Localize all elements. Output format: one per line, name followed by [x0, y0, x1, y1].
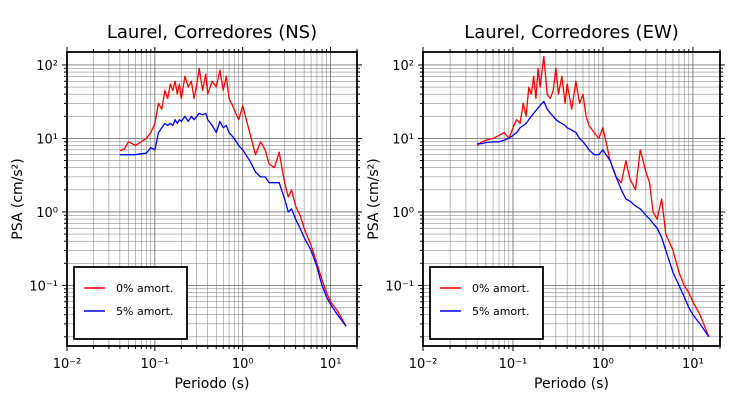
grid	[66, 52, 358, 346]
x-tick-label: 10⁻²	[409, 357, 438, 372]
y-tick-label: 10²	[392, 59, 414, 74]
series-group	[476, 55, 710, 338]
grid	[422, 52, 721, 346]
x-tick-label: 10⁻¹	[141, 357, 170, 372]
y-tick-label: 10¹	[392, 132, 414, 147]
y-tick-label: 10⁻¹	[385, 279, 414, 294]
legend-label: 5% amort.	[116, 305, 173, 318]
y-axis-label: PSA (cm/s²)	[366, 158, 382, 240]
x-axis-label: Periodo (s)	[534, 376, 609, 392]
series-line-red	[119, 67, 347, 327]
x-axis-label: Periodo (s)	[175, 376, 250, 392]
series-line-blue	[477, 100, 710, 338]
y-tick-label: 10²	[36, 59, 58, 74]
chart-title: Laurel, Corredores (EW)	[464, 22, 679, 43]
y-tick-label: 10⁰	[36, 206, 58, 221]
series-line-red	[476, 55, 710, 338]
chart-title: Laurel, Corredores (NS)	[107, 22, 317, 43]
legend: 0% amort. 5% amort.	[429, 266, 544, 340]
legend-box	[429, 266, 544, 340]
x-tick-label: 10⁻²	[53, 357, 82, 372]
x-tick-label: 10¹	[320, 357, 342, 372]
plot-frame	[66, 51, 358, 347]
series-group	[119, 67, 347, 327]
legend-label: 0% amort.	[116, 282, 173, 295]
y-axis-label: PSA (cm/s²)	[10, 158, 26, 240]
legend-label: 0% amort.	[472, 282, 529, 295]
y-tick-label: 10⁰	[392, 206, 414, 221]
ticks	[418, 47, 725, 351]
x-tick-label: 10¹	[682, 357, 704, 372]
y-tick-label: 10⁻¹	[29, 279, 58, 294]
series-line-blue	[119, 112, 347, 327]
plot-frame	[422, 51, 721, 347]
chart-panel-2: 10⁻² 10⁻¹ 10⁰ 10¹ 10⁻¹ 10⁰ 10¹ 10² Laurel, Corre…	[366, 22, 725, 392]
x-tick-label: 10⁰	[232, 357, 254, 372]
x-tick-label: 10⁰	[592, 357, 614, 372]
chart-panel-1: 10⁻² 10⁻¹ 10⁰ 10¹ 10⁻¹ 10⁰ 10¹ 10² Laurel, Corre…	[10, 22, 362, 392]
y-tick-label: 10¹	[36, 132, 58, 147]
x-tick-label: 10⁻¹	[499, 357, 528, 372]
legend-box	[73, 266, 188, 340]
legend: 0% amort. 5% amort.	[73, 266, 188, 340]
ticks	[62, 47, 362, 351]
legend-label: 5% amort.	[472, 305, 529, 318]
